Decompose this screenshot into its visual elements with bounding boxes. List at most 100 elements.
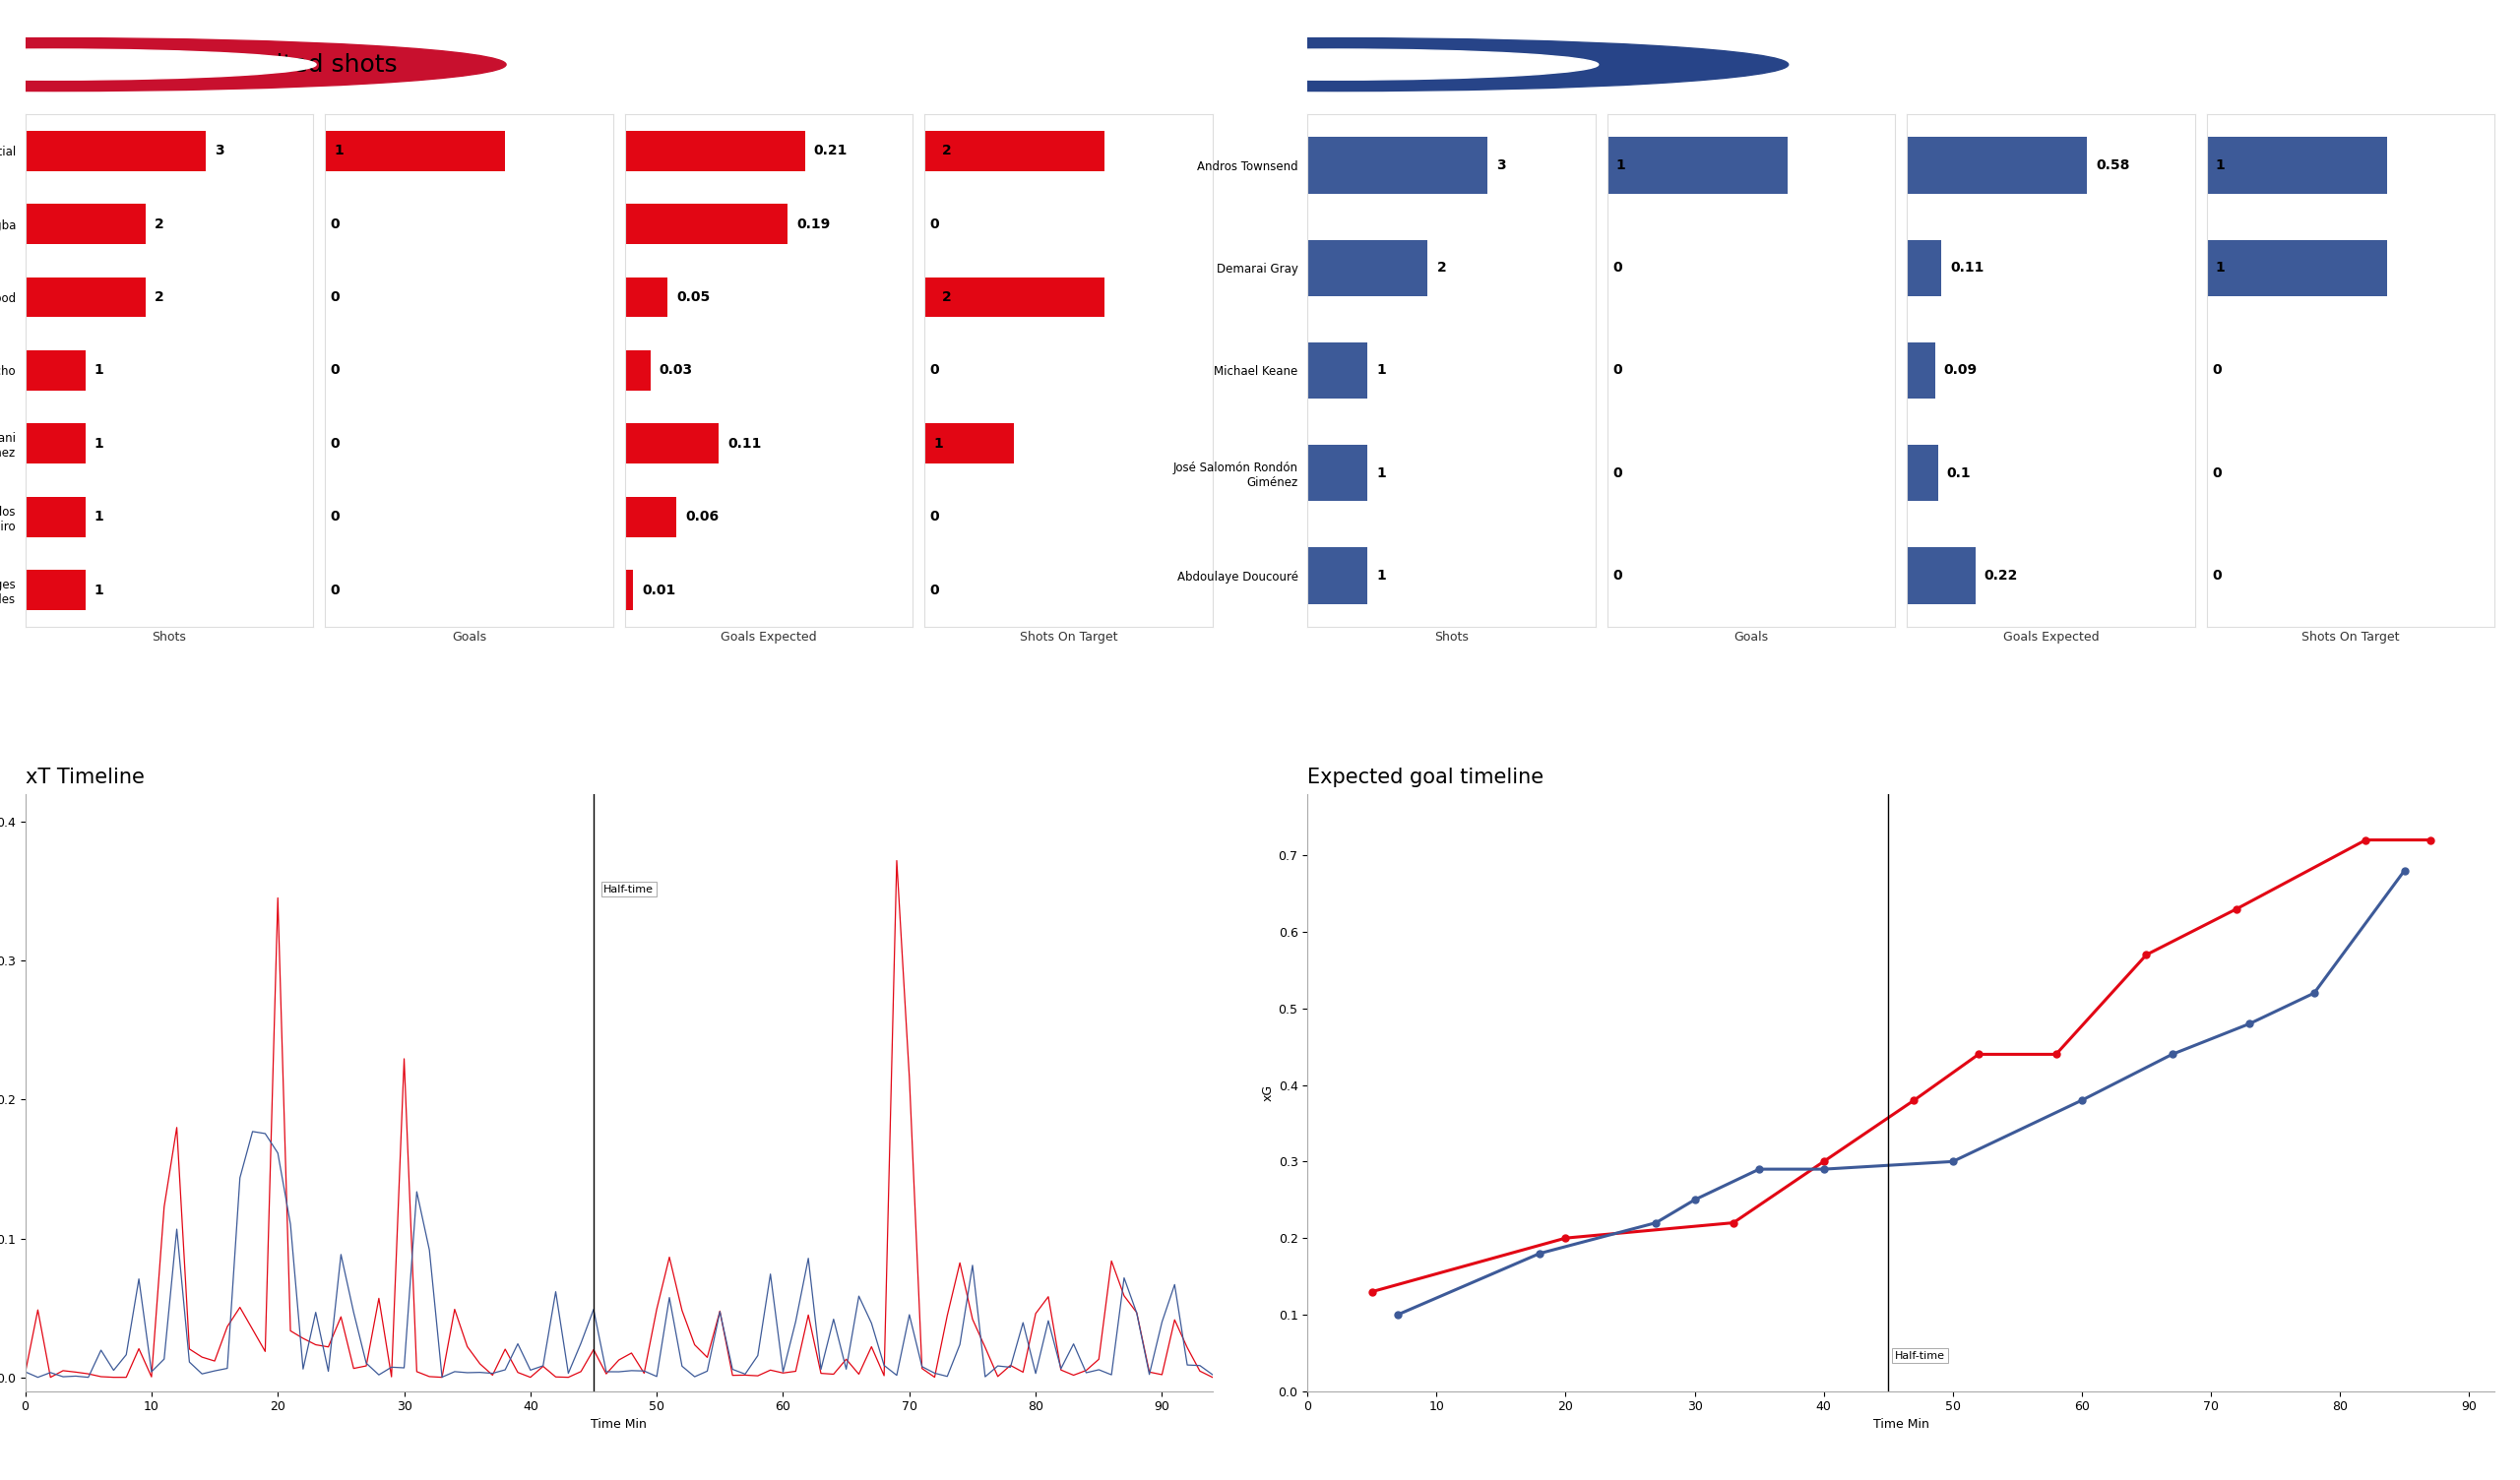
- Text: 0.1: 0.1: [1948, 466, 1971, 480]
- Bar: [625, 277, 668, 317]
- Text: 0.01: 0.01: [643, 583, 675, 596]
- Bar: [25, 351, 86, 391]
- Bar: [25, 277, 146, 317]
- Bar: [1908, 342, 1935, 398]
- Text: Expected goal timeline: Expected goal timeline: [1308, 767, 1545, 787]
- Text: 0.06: 0.06: [685, 511, 718, 524]
- Bar: [925, 277, 1104, 317]
- X-axis label: Time Min: Time Min: [590, 1418, 648, 1431]
- Text: 0: 0: [330, 583, 340, 596]
- X-axis label: Goals: Goals: [1734, 630, 1769, 644]
- Y-axis label: xG: xG: [1263, 1085, 1275, 1101]
- X-axis label: Shots: Shots: [1434, 630, 1469, 644]
- Text: 0.11: 0.11: [728, 437, 761, 450]
- Text: 1: 1: [335, 144, 343, 157]
- Circle shape: [887, 38, 1789, 92]
- X-axis label: Goals Expected: Goals Expected: [2003, 630, 2099, 644]
- Bar: [625, 570, 633, 610]
- Text: 0: 0: [1613, 260, 1623, 275]
- Bar: [925, 423, 1016, 463]
- Text: 0.05: 0.05: [675, 290, 711, 303]
- Text: 0: 0: [2213, 364, 2223, 377]
- Text: 0.19: 0.19: [796, 218, 829, 231]
- Bar: [2208, 240, 2386, 296]
- Text: 0: 0: [330, 511, 340, 524]
- Text: Half-time: Half-time: [1895, 1351, 1945, 1360]
- Bar: [25, 130, 204, 170]
- Bar: [1908, 240, 1940, 296]
- Bar: [1908, 548, 1976, 604]
- Bar: [25, 423, 86, 463]
- Bar: [1908, 445, 1938, 502]
- Text: 1: 1: [1615, 158, 1625, 172]
- Text: 0: 0: [930, 511, 940, 524]
- Text: 0: 0: [330, 290, 340, 303]
- X-axis label: Goals: Goals: [451, 630, 486, 644]
- Circle shape: [0, 38, 507, 92]
- Text: 0.21: 0.21: [814, 144, 847, 157]
- Bar: [625, 423, 718, 463]
- Text: 2: 2: [942, 144, 953, 157]
- Text: 1: 1: [1376, 364, 1386, 377]
- X-axis label: Shots On Target: Shots On Target: [2301, 630, 2399, 644]
- X-axis label: Shots On Target: Shots On Target: [1021, 630, 1116, 644]
- Text: 1: 1: [1376, 466, 1386, 480]
- Bar: [925, 130, 1104, 170]
- Bar: [625, 204, 789, 244]
- Bar: [625, 130, 804, 170]
- Text: 2: 2: [1436, 260, 1446, 275]
- Text: Half-time: Half-time: [605, 884, 653, 894]
- Bar: [25, 570, 86, 610]
- Text: 2: 2: [942, 290, 953, 303]
- Text: 0: 0: [1613, 364, 1623, 377]
- Text: 0: 0: [330, 437, 340, 450]
- Text: 0: 0: [1613, 466, 1623, 480]
- X-axis label: Time Min: Time Min: [1872, 1418, 1930, 1431]
- Bar: [1308, 342, 1368, 398]
- Bar: [625, 497, 675, 537]
- Text: 0.09: 0.09: [1943, 364, 1978, 377]
- Text: 0.22: 0.22: [1983, 568, 2019, 583]
- Text: 0: 0: [930, 583, 940, 596]
- Text: 0: 0: [2213, 568, 2223, 583]
- Bar: [1308, 240, 1426, 296]
- Bar: [25, 497, 86, 537]
- Text: 1: 1: [1376, 568, 1386, 583]
- Bar: [1308, 548, 1368, 604]
- Bar: [325, 130, 504, 170]
- Text: 0.58: 0.58: [2097, 158, 2129, 172]
- Circle shape: [1076, 49, 1598, 80]
- Text: 1: 1: [93, 437, 103, 450]
- Text: 1: 1: [932, 437, 942, 450]
- Text: 1: 1: [93, 364, 103, 377]
- Bar: [25, 204, 146, 244]
- Text: 0: 0: [330, 218, 340, 231]
- Text: 0: 0: [2213, 466, 2223, 480]
- Text: 1: 1: [93, 511, 103, 524]
- Text: 2: 2: [154, 290, 164, 303]
- Bar: [2208, 138, 2386, 194]
- Bar: [1308, 138, 1487, 194]
- Text: 2: 2: [154, 218, 164, 231]
- Text: 0: 0: [930, 364, 940, 377]
- Bar: [1308, 445, 1368, 502]
- Text: 1: 1: [2215, 158, 2225, 172]
- Text: xT Timeline: xT Timeline: [25, 767, 144, 787]
- Circle shape: [0, 49, 315, 80]
- Text: 3: 3: [214, 144, 224, 157]
- X-axis label: Goals Expected: Goals Expected: [721, 630, 816, 644]
- Bar: [1608, 138, 1787, 194]
- Text: 3: 3: [1497, 158, 1507, 172]
- Text: 0.03: 0.03: [660, 364, 693, 377]
- Text: 0: 0: [930, 218, 940, 231]
- Bar: [625, 351, 650, 391]
- X-axis label: Shots: Shots: [151, 630, 186, 644]
- Bar: [1908, 138, 2087, 194]
- Text: Everton shots: Everton shots: [1373, 53, 1542, 77]
- Text: Manchester United shots: Manchester United shots: [91, 53, 398, 77]
- Text: 0: 0: [1613, 568, 1623, 583]
- Text: 1: 1: [2215, 260, 2225, 275]
- Text: 1: 1: [93, 583, 103, 596]
- Text: 0.11: 0.11: [1950, 260, 1983, 275]
- Text: 0: 0: [330, 364, 340, 377]
